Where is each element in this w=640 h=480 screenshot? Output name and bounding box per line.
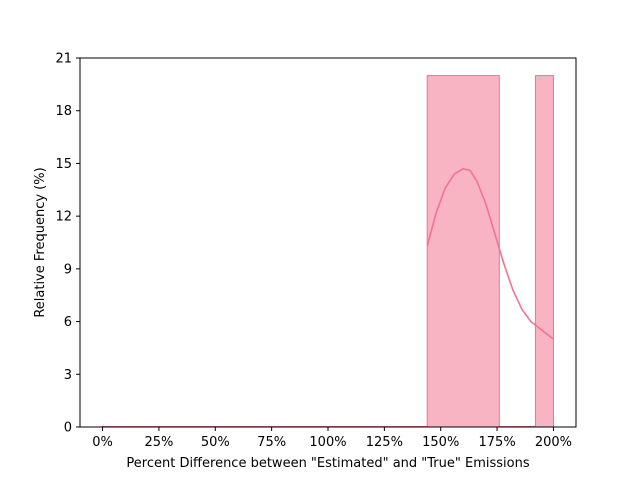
y-tick-label: 6	[64, 315, 72, 330]
x-axis-ticks: 0% 25% 50% 75% 100% 125% 150% 175% 200%	[92, 427, 572, 450]
kde-curve	[426, 167, 554, 340]
x-tick-label: 0%	[92, 435, 113, 450]
x-axis-label: Percent Difference between "Estimated" a…	[126, 456, 529, 471]
x-tick-label: 25%	[144, 435, 173, 450]
y-tick-label: 9	[64, 262, 72, 277]
x-tick-label: 175%	[479, 435, 516, 450]
y-tick-label: 21	[55, 52, 72, 67]
y-tick-label: 18	[55, 104, 72, 119]
x-tick-label: 50%	[201, 435, 230, 450]
y-axis-ticks: 0 3 6 9 12 15 18 21	[55, 52, 80, 436]
x-tick-label: 150%	[422, 435, 459, 450]
plot-frame	[79, 57, 577, 428]
x-tick-label: 100%	[309, 435, 346, 450]
y-axis-label: Relative Frequency (%)	[33, 167, 48, 317]
x-tick-label: 200%	[535, 435, 572, 450]
x-tick-label: 125%	[366, 435, 403, 450]
y-tick-label: 12	[55, 210, 72, 225]
y-tick-label: 0	[64, 421, 72, 436]
histogram-bar	[534, 75, 554, 428]
histogram-bar	[426, 75, 500, 428]
histogram-bars	[102, 75, 554, 428]
y-tick-label: 3	[64, 368, 72, 383]
y-tick-label: 15	[55, 157, 72, 172]
x-tick-label: 75%	[257, 435, 286, 450]
